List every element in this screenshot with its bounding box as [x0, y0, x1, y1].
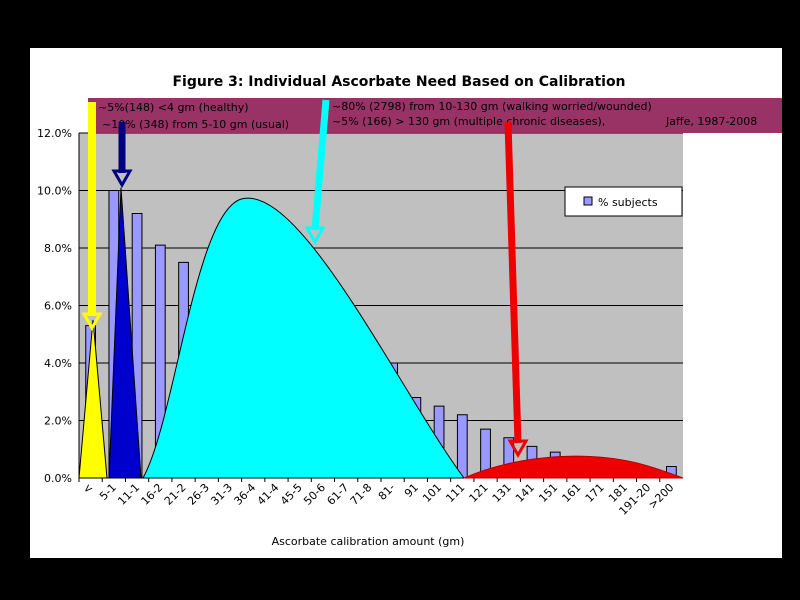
x-tick-label: 11-1	[115, 481, 142, 508]
usual-arrow-head	[111, 169, 133, 189]
chart-title: Figure 3: Individual Ascorbate Need Base…	[172, 74, 625, 90]
annotation-banner: ~5%(148) <4 gm (healthy) ~10% (348) from…	[88, 98, 782, 133]
annotation-worried: ~80% (2798) from 10-130 gm (walking worr…	[332, 100, 652, 113]
worried-arrow-shaft	[311, 99, 330, 231]
x-tick-label: 121	[467, 481, 491, 505]
x-tick-label: 61-7	[324, 481, 351, 508]
bar	[456, 414, 468, 479]
annotation-credit: Jaffe, 1987-2008	[665, 115, 757, 128]
legend: % subjects	[564, 186, 683, 217]
worried-arrow	[304, 99, 330, 246]
x-tick-label: 101	[420, 481, 444, 505]
x-tick-label: 31-3	[208, 481, 235, 508]
x-tick-label: 50-6	[301, 481, 328, 508]
x-tick-label: 26-3	[185, 481, 212, 508]
usual-arrow	[111, 122, 133, 189]
annotation-chronic: ~5% (166) > 130 gm (multiple chronic dis…	[332, 115, 605, 128]
y-tick-label: 12.0%	[37, 127, 72, 140]
x-tick-label: 91	[402, 481, 421, 500]
annotation-banner-bg	[88, 98, 782, 133]
y-tick-label: 10.0%	[37, 185, 72, 198]
x-axis-label: Ascorbate calibration amount (gm)	[272, 535, 465, 548]
healthy-arrow	[81, 102, 103, 332]
x-tick-label: 16-2	[139, 481, 166, 508]
x-tick-label: >200	[646, 481, 677, 512]
chart: Figure 3: Individual Ascorbate Need Base…	[37, 74, 782, 548]
x-tick-label: 21-2	[162, 481, 189, 508]
x-tick-label: 151	[536, 481, 560, 505]
legend-label: % subjects	[598, 196, 658, 209]
y-tick-label: 0.0%	[44, 472, 72, 485]
chronic-arrow	[504, 121, 529, 459]
x-tick-label: 141	[513, 481, 537, 505]
chronic-arrow-head	[507, 439, 529, 459]
x-tick-label: 41-4	[255, 481, 282, 508]
x-tick-label: 81-	[376, 481, 398, 503]
x-tick-label: 36-4	[232, 481, 259, 508]
chronic-distribution	[463, 455, 684, 479]
x-tick-label: <	[80, 481, 96, 497]
annotation-usual: ~10% (348) from 5-10 gm (usual)	[102, 118, 289, 131]
healthy-arrow-head	[81, 312, 103, 332]
y-tick-label: 2.0%	[44, 415, 72, 428]
slide: Figure 3: Individual Ascorbate Need Base…	[30, 48, 782, 558]
x-tick-label: 171	[583, 481, 607, 505]
y-tick-label: 8.0%	[44, 242, 72, 255]
x-tick-label: 45-5	[278, 481, 305, 508]
chronic-arrow-shaft	[504, 121, 522, 444]
usual-distribution	[108, 187, 142, 479]
x-tick-label: 131	[490, 481, 514, 505]
worried-arrow-head	[304, 226, 326, 246]
legend-box	[564, 186, 683, 217]
legend-swatch	[583, 196, 593, 206]
worried-distribution	[142, 197, 465, 479]
y-tick-label: 4.0%	[44, 357, 72, 370]
x-tick-label: 111	[443, 481, 467, 505]
x-tick-label: 161	[560, 481, 584, 505]
healthy-distribution	[78, 319, 108, 479]
y-tick-label: 6.0%	[44, 300, 72, 313]
annotation-healthy: ~5%(148) <4 gm (healthy)	[98, 101, 249, 114]
x-tick-label: 71-8	[348, 481, 375, 508]
